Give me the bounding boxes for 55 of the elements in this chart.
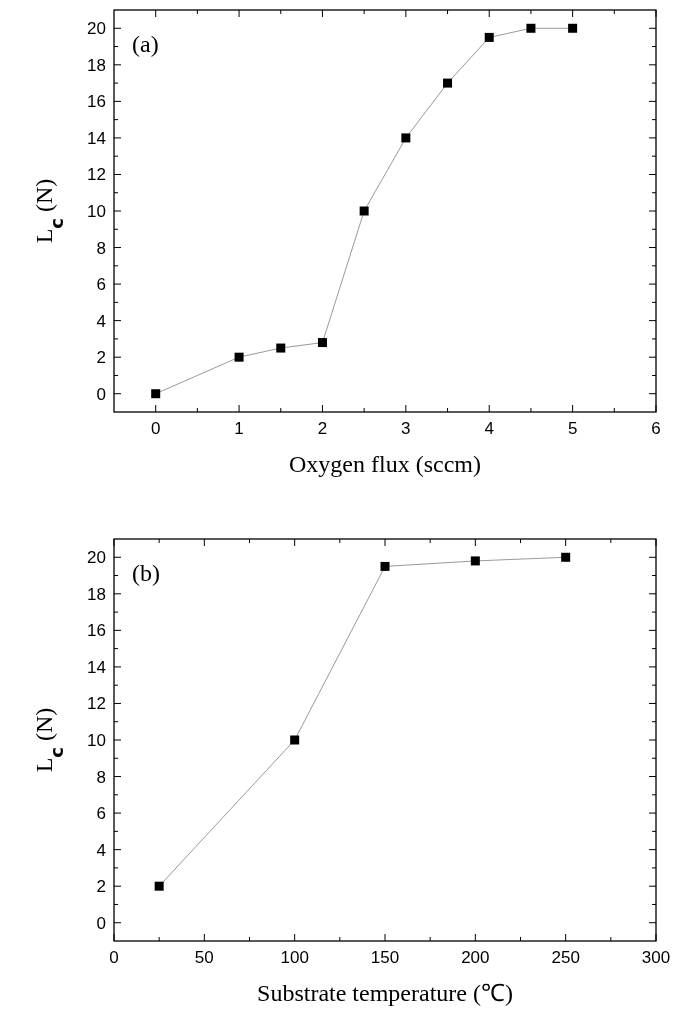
y-tick-label: 4 [96, 311, 106, 331]
y-tick-label: 12 [87, 694, 106, 714]
y-tick-label: 6 [96, 804, 106, 824]
x-tick-label: 5 [567, 419, 578, 438]
y-tick-label: 20 [87, 19, 106, 39]
x-tick-label: 250 [551, 948, 580, 967]
y-tick-label: 2 [96, 877, 106, 897]
y-tick-label: 20 [87, 548, 106, 568]
annotation: (b) [132, 560, 160, 586]
y-tick-label: 10 [87, 202, 106, 221]
x-tick-label: 6 [651, 419, 661, 438]
x-tick-label: 300 [641, 948, 671, 967]
x-tick-label: 3 [401, 419, 411, 438]
point [470, 556, 480, 566]
point [276, 343, 286, 353]
y-tick-label: 6 [96, 275, 106, 295]
y-tick-label: 14 [87, 657, 106, 677]
point [526, 23, 536, 33]
y-tick-label: 14 [87, 128, 106, 148]
x-axis-title: Oxygen flux (sccm) [289, 451, 481, 477]
point [380, 561, 390, 571]
x-tick-label: 200 [461, 948, 490, 967]
annotation: (a) [132, 31, 159, 57]
point [290, 735, 300, 745]
x-tick-label: 1 [234, 419, 244, 438]
point [568, 23, 578, 33]
point [154, 881, 164, 891]
y-tick-label: 0 [96, 913, 106, 933]
x-tick-label: 0 [109, 948, 119, 967]
y-tick-label: 18 [87, 584, 106, 604]
x-tick-label: 100 [280, 948, 309, 967]
y-tick-label: 0 [96, 384, 106, 404]
point [561, 552, 571, 562]
point [484, 32, 494, 42]
x-tick-label: 2 [317, 419, 328, 438]
point [151, 389, 161, 399]
point [359, 206, 369, 216]
x-tick-label: 50 [194, 948, 214, 967]
point [443, 78, 453, 88]
x-tick-label: 4 [484, 419, 494, 438]
y-tick-label: 8 [96, 767, 106, 787]
x-tick-label: 0 [150, 419, 161, 438]
y-tick-label: 4 [96, 840, 106, 860]
point [401, 133, 411, 143]
y-tick-label: 10 [87, 731, 106, 750]
point [317, 338, 327, 348]
y-tick-label: 2 [96, 348, 106, 368]
y-tick-label: 16 [87, 621, 106, 641]
x-axis-title: Substrate temperature (℃) [257, 980, 513, 1006]
x-tick-label: 150 [370, 948, 400, 967]
point [234, 352, 244, 362]
y-tick-label: 18 [87, 55, 106, 75]
y-tick-label: 16 [87, 92, 106, 112]
y-tick-label: 8 [96, 238, 106, 258]
y-tick-label: 12 [87, 165, 106, 185]
